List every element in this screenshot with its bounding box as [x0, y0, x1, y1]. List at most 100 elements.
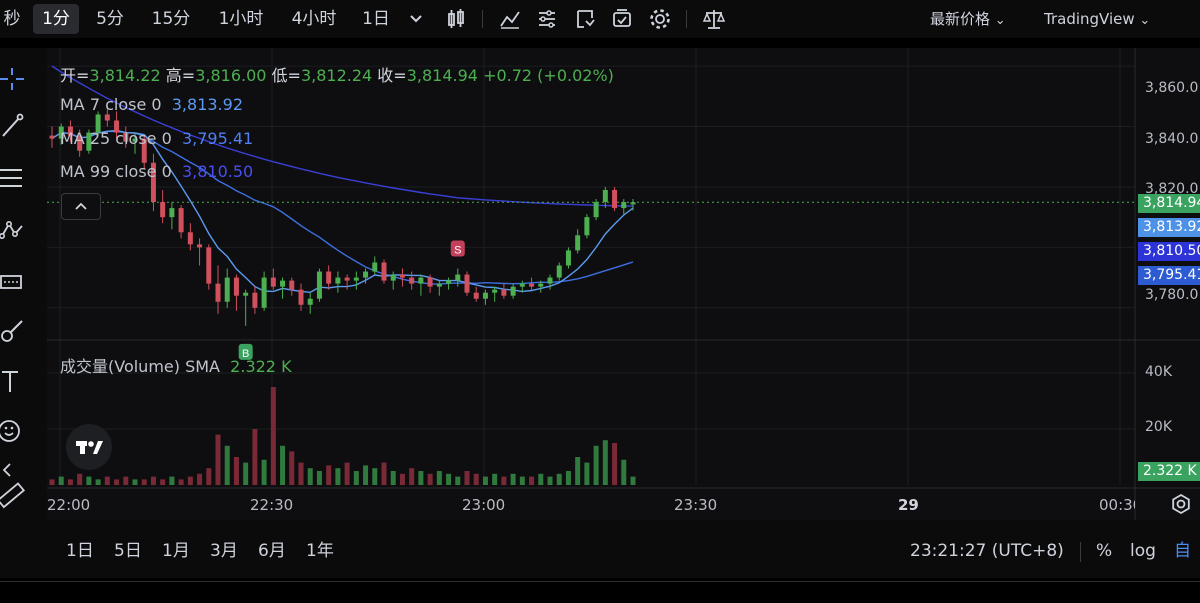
- candle-body: [538, 283, 544, 287]
- indicators-icon[interactable]: [497, 6, 523, 32]
- volume-sma-value: 2.322 K: [230, 357, 292, 376]
- high-label: 高=: [165, 66, 196, 85]
- open-value: 3,814.22: [89, 66, 161, 85]
- candle-body: [123, 132, 129, 142]
- forecast-icon[interactable]: [0, 268, 24, 298]
- price-type-label: 最新价格: [930, 10, 991, 28]
- ma25-legend[interactable]: MA 25 close 0 3,795.41: [60, 129, 253, 148]
- volume-bar: [482, 476, 488, 485]
- candle-body: [233, 277, 239, 296]
- scale-icon[interactable]: [701, 6, 727, 32]
- range-1d[interactable]: 1日: [66, 541, 94, 561]
- volume-legend[interactable]: 成交量(Volume) SMA 2.322 K: [60, 353, 292, 377]
- volume-tick: 20K: [1145, 419, 1172, 435]
- collapse-legend-button[interactable]: [61, 193, 101, 220]
- range-3m[interactable]: 3月: [210, 541, 238, 561]
- timeframe-1d[interactable]: 1日: [362, 9, 390, 29]
- indicator-settings-icon[interactable]: [534, 6, 560, 32]
- candle-body: [280, 280, 286, 287]
- candle-body: [575, 235, 581, 251]
- volume-bar: [58, 476, 64, 485]
- candle-body: [224, 277, 230, 302]
- candle-body: [77, 135, 83, 151]
- auto-scale-toggle[interactable]: 自动: [1174, 541, 1191, 561]
- candle-body: [584, 217, 590, 236]
- brush-icon[interactable]: [0, 316, 24, 346]
- candle-body: [372, 262, 378, 272]
- horizontal-lines-icon[interactable]: [0, 164, 24, 194]
- volume-bar: [335, 468, 341, 485]
- clock-timezone[interactable]: 23:21:27 (UTC+8): [910, 541, 1064, 561]
- timeframe-4h[interactable]: 4小时: [291, 9, 337, 29]
- volume-bar: [104, 476, 110, 485]
- collapse-sidebar-icon[interactable]: [0, 460, 14, 480]
- candle-body: [252, 292, 258, 308]
- candle-body: [630, 202, 636, 205]
- last-price-label: 3,814.94: [1138, 194, 1200, 213]
- emoji-icon[interactable]: [0, 416, 24, 446]
- bottom-toolbar: [0, 520, 1200, 578]
- volume-bar: [399, 473, 405, 485]
- volume-bar: [95, 479, 101, 485]
- gear-icon[interactable]: [647, 6, 673, 32]
- chart-provider-label: TradingView: [1044, 10, 1135, 28]
- volume-bar: [547, 476, 553, 485]
- timeframe-1m[interactable]: 1分: [33, 4, 79, 34]
- bottom-strip: [0, 578, 1200, 603]
- volume-bar: [141, 479, 147, 485]
- crosshair-icon[interactable]: [0, 64, 24, 94]
- ma99-price-label: 3,810.50: [1138, 242, 1200, 261]
- drawing-tools-sidebar: [0, 48, 47, 578]
- ma7-label: MA 7 close 0: [60, 95, 162, 114]
- candle-type-icon[interactable]: [443, 6, 469, 32]
- pattern-icon[interactable]: [0, 216, 24, 246]
- time-tick: 00:30: [1099, 496, 1135, 514]
- volume-bar: [215, 434, 221, 485]
- volume-bar: [123, 476, 129, 485]
- range-1m[interactable]: 1月: [162, 541, 190, 561]
- tradingview-logo[interactable]: [66, 424, 112, 470]
- candle-body: [436, 283, 442, 287]
- percent-scale-toggle[interactable]: %: [1096, 541, 1113, 561]
- open-label: 开=: [60, 66, 90, 85]
- volume-bar: [197, 473, 203, 485]
- price-type-select[interactable]: 最新价格 ⌄: [930, 4, 1006, 34]
- tradingview-logo-icon: [76, 441, 103, 454]
- volume-bar: [270, 387, 276, 485]
- volume-bar: [344, 462, 350, 485]
- ma7-legend[interactable]: MA 7 close 0 3,813.92: [60, 95, 243, 114]
- candle-body: [519, 283, 525, 287]
- alert-icon[interactable]: [609, 6, 635, 32]
- chevron-down-icon[interactable]: [403, 6, 429, 32]
- range-1y[interactable]: 1年: [306, 541, 334, 561]
- candle-body: [270, 277, 276, 287]
- timeframe-seconds[interactable]: 秒: [3, 9, 21, 29]
- volume-label: 成交量(Volume): [60, 357, 180, 376]
- trend-line-icon[interactable]: [0, 112, 24, 140]
- text-tool-icon[interactable]: [0, 366, 24, 396]
- ma99-legend[interactable]: MA 99 close 0 3,810.50: [60, 162, 253, 181]
- timeframe-5m[interactable]: 5分: [96, 9, 124, 29]
- range-5d[interactable]: 5日: [114, 541, 142, 561]
- candle-body: [206, 247, 212, 284]
- candle-body: [58, 126, 64, 139]
- volume-bar: [538, 473, 544, 485]
- volume-bar: [169, 476, 175, 485]
- timeframe-1h[interactable]: 1小时: [218, 9, 264, 29]
- toolbar-divider: [686, 10, 687, 28]
- log-scale-toggle[interactable]: log: [1130, 541, 1156, 561]
- settings-gear-icon[interactable]: [1168, 491, 1194, 517]
- timeframe-15m[interactable]: 15分: [151, 9, 191, 29]
- ruler-icon[interactable]: [0, 480, 26, 510]
- candle-body: [510, 286, 516, 296]
- candle-body: [418, 277, 424, 284]
- time-tick-day: 29: [898, 496, 919, 514]
- strip-divider: [0, 581, 1200, 582]
- sell-marker-label: S: [454, 245, 461, 257]
- replay-icon[interactable]: [572, 6, 598, 32]
- candle-body: [501, 289, 507, 296]
- range-6m[interactable]: 6月: [258, 541, 286, 561]
- chart-provider-select[interactable]: TradingView ⌄: [1044, 4, 1150, 34]
- candle-body: [621, 202, 627, 209]
